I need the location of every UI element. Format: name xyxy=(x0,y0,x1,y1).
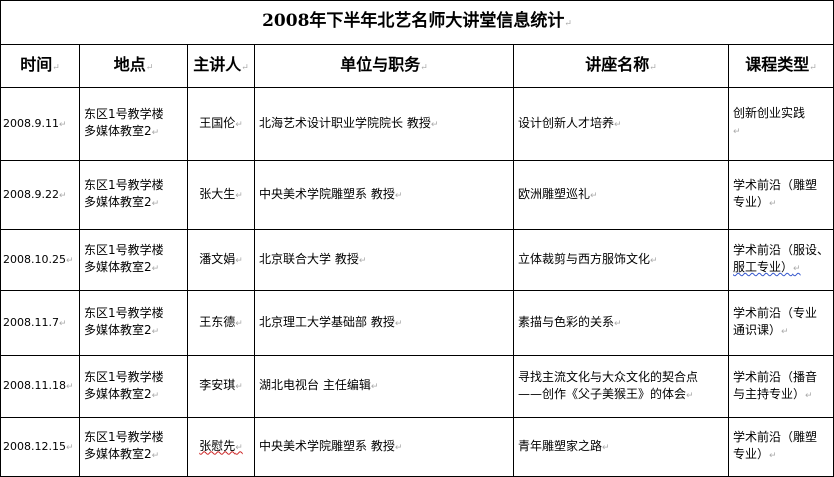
cell-speaker: 张大生 xyxy=(187,160,255,230)
cell-course-type: 创新创业实践 xyxy=(727,87,834,161)
cell-lecture: 寻找主流文化与大众文化的契合点 ——创作《父子美猴王》的体会 xyxy=(513,355,729,418)
cell-lecture: 欧洲雕塑巡礼 xyxy=(513,160,729,230)
cell-speaker: 潘文娟 xyxy=(187,229,255,291)
table-row: 2008.11.18东区1号教学楼多媒体教室2李安琪湖北电视台 主任编辑寻找主流… xyxy=(0,355,834,418)
cell-course-type: 学术前沿（雕塑 专业） xyxy=(727,160,834,230)
cell-date: 2008.11.7 xyxy=(0,290,80,356)
cell-affiliation: 北海艺术设计职业学院院长 教授 xyxy=(254,87,514,161)
cell-affiliation: 北京理工大学基础部 教授 xyxy=(254,290,514,356)
header-place: 地点 xyxy=(79,44,188,88)
cell-affiliation: 北京联合大学 教授 xyxy=(254,229,514,291)
header-speaker: 主讲人 xyxy=(187,44,255,88)
cell-lecture: 立体裁剪与西方服饰文化 xyxy=(513,229,729,291)
header-row: 时间 地点 主讲人 单位与职务 讲座名称 课程类型 xyxy=(0,44,834,88)
header-type: 课程类型 xyxy=(727,44,834,88)
table-row: 2008.9.11东区1号教学楼多媒体教室2王国伦北海艺术设计职业学院院长 教授… xyxy=(0,87,834,161)
cell-course-type: 学术前沿（雕塑 专业） xyxy=(727,417,834,477)
cell-lecture: 设计创新人才培养 xyxy=(513,87,729,161)
table-row: 2008.11.7东区1号教学楼多媒体教室2王东德北京理工大学基础部 教授素描与… xyxy=(0,290,834,356)
header-affiliation: 单位与职务 xyxy=(254,44,514,88)
cell-lecture: 素描与色彩的关系 xyxy=(513,290,729,356)
cell-course-type: 学术前沿（专业 通识课） xyxy=(727,290,834,356)
table-row: 2008.12.15东区1号教学楼多媒体教室2张慰先中央美术学院雕塑系 教授青年… xyxy=(0,417,834,477)
cell-place: 东区1号教学楼 多媒体教室2 xyxy=(79,417,188,477)
cell-affiliation: 中央美术学院雕塑系 教授 xyxy=(254,160,514,230)
cell-course-type: 学术前沿（播音 与主持专业） xyxy=(727,355,834,418)
cell-affiliation: 湖北电视台 主任编辑 xyxy=(254,355,514,418)
header-lecture: 讲座名称 xyxy=(513,44,729,88)
cell-date: 2008.9.22 xyxy=(0,160,80,230)
cell-course-type: 学术前沿（服设、 服工专业） xyxy=(727,229,834,291)
table-row: 2008.10.25东区1号教学楼多媒体教室2潘文娟北京联合大学 教授立体裁剪与… xyxy=(0,229,834,291)
cell-place: 东区1号教学楼 多媒体教室2 xyxy=(79,160,188,230)
cell-place: 东区1号教学楼 多媒体教室2 xyxy=(79,290,188,356)
cell-speaker: 李安琪 xyxy=(187,355,255,418)
cell-lecture: 青年雕塑家之路 xyxy=(513,417,729,477)
cell-date: 2008.12.15 xyxy=(0,417,80,477)
cell-place: 东区1号教学楼 多媒体教室2 xyxy=(79,87,188,161)
cell-speaker: 王国伦 xyxy=(187,87,255,161)
title-row: 2008年下半年北艺名师大讲堂信息统计 xyxy=(0,0,834,45)
cell-speaker: 张慰先 xyxy=(187,417,255,477)
cell-date: 2008.10.25 xyxy=(0,229,80,291)
cell-date: 2008.9.11 xyxy=(0,87,80,161)
cell-affiliation: 中央美术学院雕塑系 教授 xyxy=(254,417,514,477)
cell-place: 东区1号教学楼 多媒体教室2 xyxy=(79,355,188,418)
table-row: 2008.9.22东区1号教学楼多媒体教室2张大生中央美术学院雕塑系 教授欧洲雕… xyxy=(0,160,834,230)
header-time: 时间 xyxy=(0,44,80,88)
cell-speaker: 王东德 xyxy=(187,290,255,356)
cell-place: 东区1号教学楼 多媒体教室2 xyxy=(79,229,188,291)
cell-date: 2008.11.18 xyxy=(0,355,80,418)
table-title: 2008年下半年北艺名师大讲堂信息统计 xyxy=(0,0,834,45)
